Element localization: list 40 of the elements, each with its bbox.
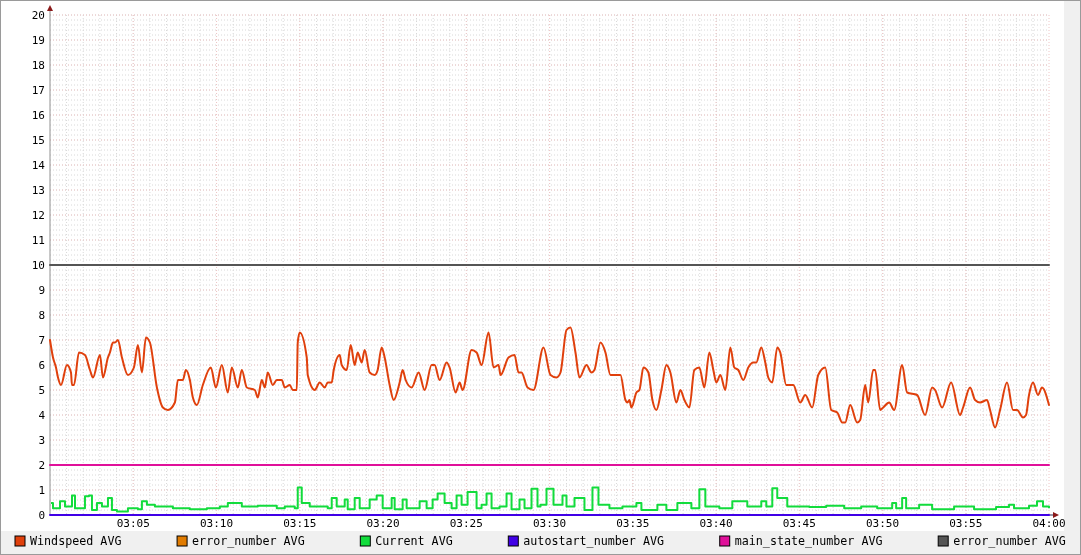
y-tick-label: 2 (38, 458, 45, 472)
y-tick-label: 4 (38, 408, 46, 422)
legend-label: autostart_number AVG (523, 534, 665, 548)
y-tick-label: 11 (31, 233, 45, 247)
y-tick-label: 6 (38, 358, 45, 372)
y-tick-label: 16 (31, 108, 45, 122)
x-tick-label: 03:05 (116, 516, 150, 530)
legend-label: main_state_number AVG (734, 534, 883, 548)
y-tick-label: 1 (38, 483, 45, 497)
legend-label: Current AVG (375, 534, 453, 548)
legend-label: error_number AVG (192, 534, 305, 548)
x-tick-label: 03:30 (532, 516, 567, 530)
y-tick-label: 0 (38, 508, 45, 522)
y-tick-label: 3 (38, 433, 45, 447)
x-tick-label: 04:00 (1032, 516, 1066, 530)
legend-label: Windspeed AVG (30, 534, 122, 548)
y-tick-label: 10 (31, 258, 45, 272)
x-tick-label: 03:45 (782, 516, 816, 530)
y-tick-label: 14 (31, 158, 46, 172)
y-tick-label: 17 (31, 83, 45, 97)
x-tick-label: 03:15 (283, 516, 317, 530)
y-tick-label: 15 (31, 133, 45, 147)
y-tick-label: 7 (38, 333, 45, 347)
y-tick-label: 13 (31, 183, 45, 197)
x-tick-label: 03:55 (949, 516, 983, 530)
x-tick-label: 03:40 (699, 516, 733, 530)
x-tick-label: 03:35 (616, 516, 650, 530)
x-tick-label: 03:25 (449, 516, 483, 530)
line-series (49, 326, 1050, 429)
legend-label: error_number AVG (953, 534, 1066, 548)
x-tick-label: 03:10 (199, 516, 234, 530)
y-tick-label: 20 (31, 8, 45, 22)
y-tick-label: 12 (31, 208, 45, 222)
y-tick-label: 9 (38, 283, 45, 297)
y-tick-label: 18 (31, 58, 45, 72)
x-tick-label: 03:50 (865, 516, 900, 530)
y-tick-label: 5 (38, 383, 45, 397)
y-tick-label: 19 (31, 33, 45, 47)
y-tick-label: 8 (38, 308, 45, 322)
x-tick-label: 03:20 (366, 516, 400, 530)
